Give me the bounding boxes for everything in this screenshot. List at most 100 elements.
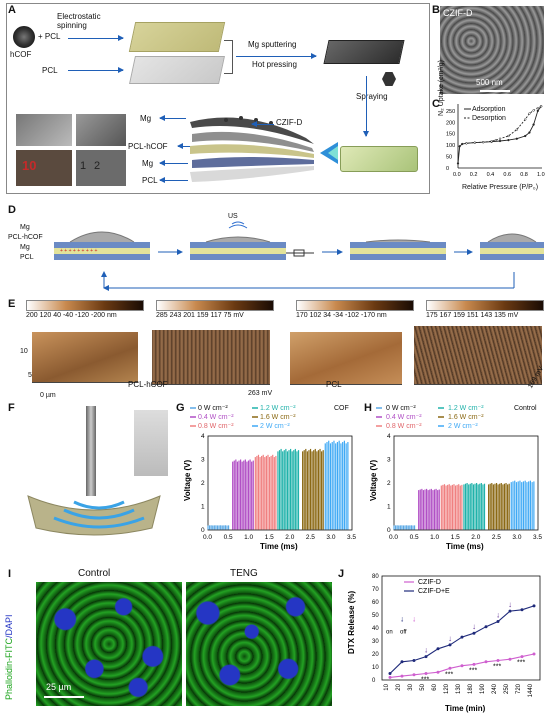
c-legend-adsorption: Adsorption	[472, 106, 506, 113]
j-stars: ***	[421, 677, 429, 684]
j-ytick: 20	[372, 652, 379, 658]
arrow-icon	[159, 160, 188, 166]
j-arrow-icon: ↓	[424, 646, 428, 655]
h-xtick: 2.0	[471, 534, 480, 541]
c-xtick: 0.6	[503, 172, 511, 178]
h-leg-3: 1.2 W cm⁻²	[448, 405, 484, 412]
c-xtick: 1.0	[537, 172, 545, 178]
h-leg-5: 2 W cm⁻²	[448, 423, 478, 430]
arrow-icon	[177, 143, 192, 149]
e-colorbar-ticks-3: 175 167 159 151 143 135 mV	[426, 312, 519, 319]
hcof-particle-icon	[13, 26, 35, 48]
arrow-icon	[159, 115, 186, 121]
afm-potential-pcl-hcof	[152, 330, 270, 385]
j-stars: ***	[445, 671, 453, 678]
j-legend-1: CZIF-D+E	[418, 588, 450, 595]
g-xtick: 3.0	[326, 534, 335, 541]
d-layer-mg: Mg	[20, 224, 30, 231]
j-xtick: 720	[516, 683, 522, 694]
bracket-icon	[224, 40, 233, 74]
j-ylabel: DTX Release (%)	[347, 591, 356, 654]
j-xtick: 190	[480, 683, 486, 694]
h-ytick: 2	[387, 480, 391, 487]
j-xtick: 120	[444, 683, 450, 694]
dtx-release-chart: 10 20 30 50 60 120 130 180 190 240 250 720 1440 0 10 20…	[347, 574, 541, 713]
g-xtick: 3.5	[347, 534, 356, 541]
i-control-title: Control	[78, 568, 111, 579]
g-ylabel: Voltage (V)	[183, 459, 192, 501]
j-arrow-icon: ↓	[448, 634, 452, 643]
hot-pressing-label: Hot pressing	[252, 60, 297, 69]
h-xtick: 0.0	[389, 534, 398, 541]
c-ytick: 150	[446, 132, 455, 138]
e-axis-5: 5	[28, 372, 32, 379]
h-leg-1: 0.4 W cm⁻²	[386, 414, 422, 421]
j-ytick: 80	[372, 574, 379, 580]
pcl-mat	[129, 56, 225, 84]
c-point	[482, 141, 485, 144]
c-point	[507, 138, 510, 142]
i-stain-label: Phalloidin-FITC/DAPI	[4, 614, 14, 700]
j-point	[436, 670, 440, 674]
photo-ruler: 10	[16, 150, 72, 186]
j-xtick: 130	[456, 683, 462, 694]
d-layer-pcl-hcof: PCL-hCOF	[8, 234, 43, 241]
hcof-label: hCOF	[10, 50, 32, 59]
g-xlabel: Time (ms)	[260, 542, 298, 551]
sem-title: CZIF-D	[443, 8, 473, 18]
photo-probe	[134, 410, 168, 476]
g-xtick: 1.0	[244, 534, 253, 541]
c-xtick: 0.2	[470, 172, 478, 178]
c-point	[458, 145, 461, 148]
e-colorbar-1	[156, 300, 274, 311]
g-ytick: 3	[201, 457, 205, 464]
fluorescence-teng-image	[186, 582, 332, 706]
e-colorbar-ticks-0: 200 120 40 -40 -120 -200 nm	[26, 312, 117, 319]
c-point	[465, 142, 468, 145]
e-axis-10: 10	[20, 348, 28, 355]
c-point	[515, 128, 518, 131]
voltage-chart-control: 0.0 0.5 1.0 1.5 2.0 2.5 3.0 3.5 0 1 2 3 4 Time (ms) Vo…	[369, 407, 542, 551]
j-point	[472, 631, 476, 635]
h-ytick: 3	[387, 457, 391, 464]
j-ytick: 50	[372, 613, 379, 619]
i-scale-label: 25 µm	[46, 682, 72, 692]
e-colorbar-ticks-2: 170 102 34 -34 -102 -170 nm	[296, 312, 387, 319]
c-point	[490, 140, 493, 143]
pcl-hcof-mat	[128, 22, 226, 52]
fabric-device	[27, 495, 161, 536]
h-xtick: 3.5	[533, 534, 542, 541]
g-ytick: 2	[201, 480, 205, 487]
g-legend: 0 W cm⁻² 0.4 W cm⁻² 0.8 W cm⁻²	[198, 404, 234, 431]
e-label-263: 263 mV	[248, 390, 273, 397]
j-point	[508, 609, 512, 613]
g-legend-2: 1.2 W cm⁻² 1.6 W cm⁻² 2 W cm⁻²	[260, 404, 296, 431]
j-point	[484, 625, 488, 629]
c-point	[461, 142, 464, 146]
c-point	[456, 162, 460, 165]
i-scale-bar	[44, 696, 84, 698]
e-colorbar-2	[296, 300, 414, 311]
j-point	[412, 673, 416, 677]
j-point	[424, 672, 428, 675]
arrow-icon	[68, 67, 124, 73]
h-xtick: 2.5	[492, 534, 501, 541]
j-point	[532, 604, 536, 608]
h-xtick: 3.0	[512, 534, 521, 541]
g-xtick: 1.5	[265, 534, 274, 541]
c-point	[536, 109, 539, 113]
arrow-icon	[68, 35, 124, 41]
j-point	[460, 664, 464, 668]
g-xtick: 2.0	[285, 534, 294, 541]
g-leg-2: 0.8 W cm⁻²	[198, 423, 234, 430]
j-ytick: 70	[372, 587, 379, 593]
c-point	[532, 123, 535, 126]
c-point	[498, 137, 502, 140]
j-point	[388, 672, 392, 675]
h-ylabel: Voltage (V)	[369, 459, 378, 501]
arrow-icon	[236, 53, 317, 59]
j-arrow-icon: ↓	[472, 622, 476, 631]
layer-mg-top-label: Mg	[140, 114, 152, 123]
layer-pcl-label: PCL	[142, 176, 158, 185]
sem-scale-bar	[480, 90, 510, 92]
